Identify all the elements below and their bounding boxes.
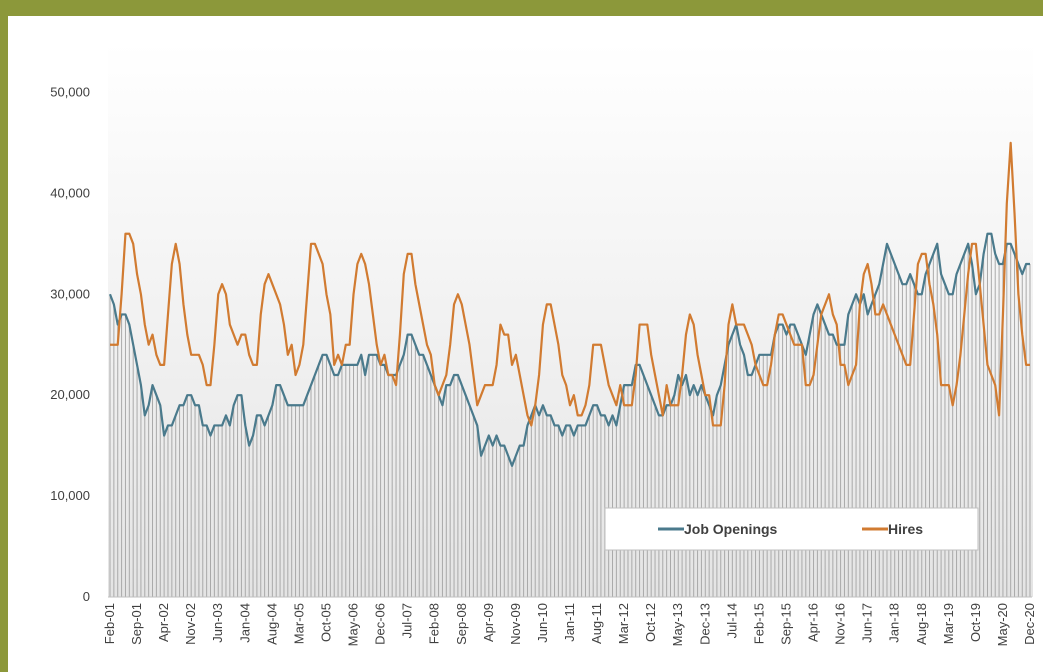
x-tick-label: Sep-01 (129, 603, 144, 645)
legend-label: Job Openings (684, 521, 778, 537)
y-tick-label: 20,000 (50, 387, 90, 402)
x-tick-label: Jan-04 (237, 603, 252, 643)
x-tick-label: May-06 (346, 603, 361, 646)
x-tick-label: Jan-11 (562, 603, 577, 642)
x-tick-label: Jun-03 (210, 603, 225, 643)
x-tick-label: Dec-13 (697, 603, 712, 645)
x-tick-label: Jun-17 (860, 603, 875, 643)
x-tick-label: Jul-14 (724, 603, 739, 638)
x-tick-label: Oct-12 (643, 603, 658, 642)
x-tick-label: Nov-09 (508, 603, 523, 645)
x-tick-label: Feb-15 (751, 603, 766, 644)
x-tick-label: Jun-10 (535, 603, 550, 643)
x-tick-label: Nov-02 (183, 603, 198, 645)
x-tick-label: Aug-18 (914, 603, 929, 645)
y-tick-label: 10,000 (50, 488, 90, 503)
series-line (110, 141, 1030, 427)
frame-left (0, 0, 8, 672)
x-tick-label: Sep-15 (778, 603, 793, 645)
x-tick-label: Dec-06 (373, 603, 388, 645)
x-tick-label: Mar-05 (291, 603, 306, 644)
x-tick-label: May-20 (995, 603, 1010, 646)
x-tick-label: Apr-02 (156, 603, 171, 642)
x-tick-label: Sep-08 (454, 603, 469, 645)
legend-label: Hires (888, 521, 923, 537)
x-tick-label: Feb-01 (102, 603, 117, 644)
x-tick-label: Mar-12 (616, 603, 631, 644)
frame-top (0, 0, 1043, 16)
y-tick-label: 30,000 (50, 286, 90, 301)
x-tick-label: Mar-19 (941, 603, 956, 644)
x-tick-label: Apr-09 (481, 603, 496, 642)
y-tick-label: 40,000 (50, 185, 90, 200)
x-tick-label: Nov-16 (833, 603, 848, 645)
x-tick-label: Apr-16 (806, 603, 821, 642)
y-tick-label: 0 (83, 589, 90, 604)
x-tick-label: May-13 (670, 603, 685, 646)
y-tick-label: 50,000 (50, 84, 90, 99)
x-tick-label: Jan-18 (887, 603, 902, 643)
x-tick-label: Feb-08 (427, 603, 442, 644)
x-tick-label: Aug-04 (264, 603, 279, 645)
x-tick-label: Dec-20 (1022, 603, 1037, 645)
x-tick-label: Aug-11 (589, 603, 604, 644)
x-tick-label: Jul-07 (400, 603, 415, 638)
x-tick-label: Oct-05 (318, 603, 333, 642)
x-tick-label: Oct-19 (968, 603, 983, 642)
series-line (108, 232, 1030, 467)
